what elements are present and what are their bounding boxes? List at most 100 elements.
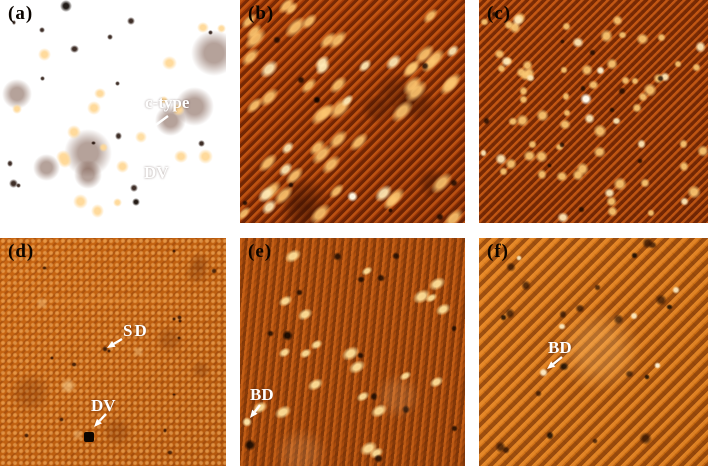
defect-spot (680, 196, 690, 206)
defect-spot (216, 23, 226, 33)
defect-spot (114, 132, 123, 140)
annotation-arrow-layer (240, 0, 465, 223)
annotation-label: BD (250, 385, 274, 404)
defect-spot (387, 207, 393, 214)
annotation-arrow (552, 356, 563, 365)
defect-spot (655, 293, 668, 306)
stm-spot-layer (0, 0, 226, 223)
defect-spot (94, 87, 106, 100)
defect-spot (9, 179, 19, 188)
defect-spot (126, 17, 135, 25)
stm-panel-c: (c) (479, 0, 708, 223)
defect-spot (611, 116, 621, 126)
defect-spot (546, 162, 552, 168)
defect-spot (603, 187, 615, 199)
defect-spot (686, 184, 701, 199)
defect-spot (599, 29, 614, 43)
defect-spot (288, 182, 295, 189)
defect-spot (588, 79, 599, 91)
defect-spot (35, 296, 48, 309)
defect-spot (451, 425, 458, 432)
annotation-arrowhead (250, 409, 258, 418)
defect-spot (479, 148, 488, 157)
defect-spot (11, 104, 22, 115)
annotation-arrowhead (145, 125, 154, 133)
defect-spot (538, 367, 548, 377)
stm-spot-layer (479, 238, 708, 466)
annotation-arrow (253, 404, 261, 413)
annotation-arrow (150, 115, 169, 130)
defect-spot (618, 30, 627, 40)
defect-spot (90, 204, 105, 219)
annotation-label: c-type (145, 93, 190, 112)
defect-spot (39, 75, 45, 82)
defect-spot (495, 153, 507, 166)
defect-spot (630, 77, 639, 86)
defect-spot (559, 362, 569, 372)
defect-spot (520, 280, 532, 291)
defect-spot (369, 391, 379, 401)
defect-spot (494, 441, 506, 453)
stm-panel-b: (b) (240, 0, 465, 223)
annotation-arrow-layer (479, 0, 708, 223)
defect-spot (361, 94, 392, 125)
defect-spot (639, 432, 653, 445)
annotation-arrowhead (547, 361, 556, 369)
defect-spot (559, 38, 565, 44)
defect-spot (545, 430, 555, 440)
defect-spot (694, 41, 706, 53)
defect-spot (636, 32, 649, 46)
defect-spot (559, 141, 566, 148)
defect-spot (657, 32, 667, 43)
defect-spot (376, 273, 385, 282)
defect-spot (556, 170, 569, 183)
defect-spot (666, 303, 673, 311)
defect-spot (450, 178, 459, 187)
defect-spot (580, 85, 587, 92)
defect-spot (525, 73, 535, 83)
defect-spot (595, 65, 605, 75)
defect-spot (618, 86, 627, 95)
defect-spot (505, 261, 516, 272)
defect-spot (588, 49, 596, 56)
defect-spot (575, 303, 585, 314)
defect-spot (172, 392, 176, 397)
defect-spot (99, 143, 109, 152)
defect-spot (678, 161, 690, 172)
defect-spot (266, 329, 274, 338)
defect-spot (6, 160, 14, 167)
defect-spot (505, 158, 518, 171)
defect-spot (612, 314, 624, 326)
defect-spot (561, 92, 571, 102)
panel-label-d: (d) (8, 241, 35, 262)
defect-spot (647, 208, 656, 217)
defect-spot (274, 426, 328, 466)
defect-spot (58, 416, 64, 422)
defect-spot (501, 55, 513, 67)
defect-spot (641, 238, 654, 249)
defect-spot (528, 140, 537, 149)
defect-spot (72, 194, 88, 209)
defect-spot (575, 162, 590, 176)
defect-spot (593, 283, 602, 291)
defect-spot (640, 178, 650, 188)
defect-spot (50, 355, 54, 360)
defect-spot (113, 197, 123, 207)
defect-spot (23, 432, 30, 439)
annotation-arrow-layer (547, 356, 563, 369)
annotation-label: SD (123, 321, 149, 340)
defect-spot (101, 416, 133, 447)
defect-spot (608, 107, 615, 114)
defect-spot (197, 140, 206, 148)
annotation-arrow (113, 337, 123, 345)
defect-spot (499, 167, 509, 177)
defect-spot (172, 249, 176, 253)
panel-label-b: (b) (248, 3, 275, 24)
defect-spot (106, 348, 111, 353)
defect-spot (672, 285, 681, 294)
defect-spot (242, 200, 248, 207)
defect-spot (42, 265, 47, 271)
defect-spot (9, 371, 52, 415)
defect-spot (490, 11, 497, 18)
defect-spot (593, 145, 606, 159)
